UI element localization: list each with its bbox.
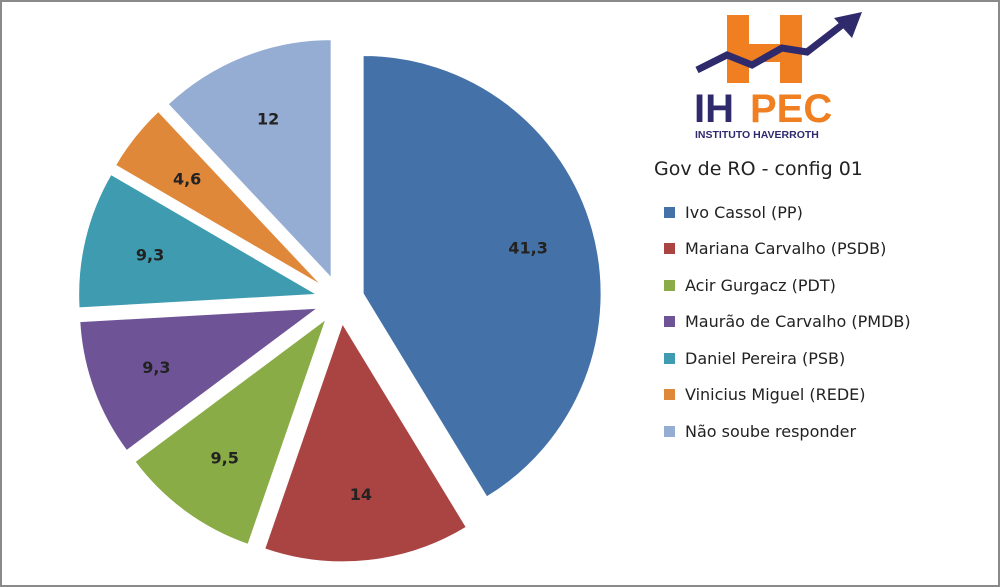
svg-text:INSTITUTO HAVERROTH: INSTITUTO HAVERROTH	[695, 129, 819, 141]
pie-slice	[362, 55, 602, 498]
legend-swatch	[664, 425, 675, 437]
legend-swatch	[664, 389, 675, 401]
legend-swatch	[664, 316, 675, 328]
legend-item: Daniel Pereira (PSB)	[654, 340, 911, 377]
pie-slice	[134, 317, 327, 545]
data-label: 4,6	[173, 169, 201, 188]
legend: Gov de RO - config 01 Ivo Cassol (PP) Mar…	[654, 158, 911, 450]
data-label: 14	[350, 485, 372, 504]
legend-item: Maurão de Carvalho (PMDB)	[654, 304, 911, 341]
pie-slice	[114, 110, 322, 286]
svg-text:PEC: PEC	[750, 87, 832, 131]
data-label: 41,3	[508, 238, 547, 257]
data-label: 12	[257, 109, 279, 128]
legend-label: Vinicius Miguel (REDE)	[685, 385, 866, 405]
pie-slice	[264, 322, 467, 563]
legend-item: Não soube responder	[654, 413, 911, 450]
legend-swatch	[664, 352, 675, 364]
legend-swatch	[664, 243, 675, 255]
legend-swatch	[664, 279, 675, 291]
pie-slice	[167, 39, 332, 279]
legend-label: Ivo Cassol (PP)	[685, 202, 803, 222]
legend-item: Vinicius Miguel (REDE)	[654, 377, 911, 414]
pie-slice	[78, 173, 319, 309]
legend-swatch	[664, 206, 675, 218]
legend-label: Mariana Carvalho (PSDB)	[685, 239, 887, 259]
data-label: 9,3	[136, 245, 164, 264]
legend-label: Não soube responder	[685, 421, 857, 441]
chart-title: Gov de RO - config 01	[654, 158, 863, 180]
legend-label: Acir Gurgacz (PDT)	[685, 275, 836, 295]
legend-item: Acir Gurgacz (PDT)	[654, 267, 911, 304]
data-label: 9,3	[142, 358, 170, 377]
svg-text:IH: IH	[694, 87, 734, 131]
legend-label: Maurão de Carvalho (PMDB)	[685, 312, 911, 332]
ihpec-logo: IH PEC INSTITUTO HAVERROTH	[694, 12, 862, 141]
legend-item: Ivo Cassol (PP)	[654, 194, 911, 231]
data-label: 9,5	[211, 449, 239, 468]
pie-slice	[79, 307, 320, 452]
legend-item: Mariana Carvalho (PSDB)	[654, 231, 911, 268]
legend-label: Daniel Pereira (PSB)	[685, 348, 846, 368]
